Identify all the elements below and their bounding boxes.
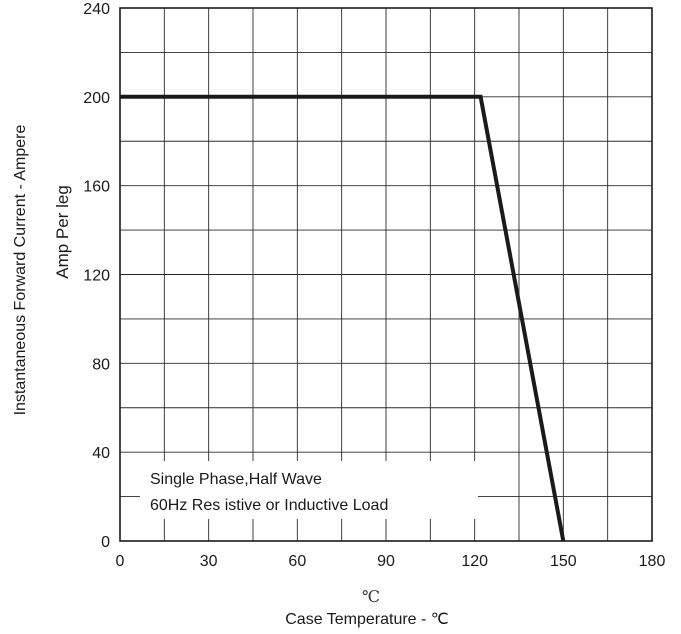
y-tick-label: 80 xyxy=(92,356,110,373)
y-tick-label: 0 xyxy=(101,534,110,551)
annotation-line-1: Single Phase,Half Wave xyxy=(150,471,322,488)
series-lines xyxy=(120,94,566,542)
y-tick-label: 40 xyxy=(92,445,110,462)
x-tick-label: 180 xyxy=(639,553,666,570)
x-tick-label: 150 xyxy=(550,553,577,570)
x-axis-unit: ℃ xyxy=(362,587,380,606)
plot-frame xyxy=(119,7,653,542)
y-tick-label: 240 xyxy=(83,1,110,18)
annotation-background xyxy=(140,461,478,519)
y-axis-sublabel: Amp Per leg xyxy=(53,185,72,279)
series-line-0 xyxy=(120,94,566,542)
annotation-line-2: 60Hz Res istive or Inductive Load xyxy=(150,497,388,514)
x-tick-label: 0 xyxy=(116,553,125,570)
annotation-box: Single Phase,Half Wave 60Hz Res istive o… xyxy=(140,461,478,519)
x-tick-label: 30 xyxy=(200,553,218,570)
y-tick-label: 120 xyxy=(83,268,110,285)
y-tick-label: 200 xyxy=(83,90,110,107)
y-tick-label: 160 xyxy=(83,179,110,196)
x-tick-label: 60 xyxy=(288,553,306,570)
x-tick-label: 120 xyxy=(461,553,488,570)
y-axis-label: Instantaneous Forward Current - Ampere xyxy=(12,125,29,416)
y-tick-labels: 0 40 80 120 160 200 240 xyxy=(83,1,110,551)
x-tick-label: 90 xyxy=(377,553,395,570)
x-axis-label: Case Temperature - ℃ xyxy=(285,611,449,628)
x-tick-labels: 0 30 60 90 120 150 180 xyxy=(116,553,666,570)
